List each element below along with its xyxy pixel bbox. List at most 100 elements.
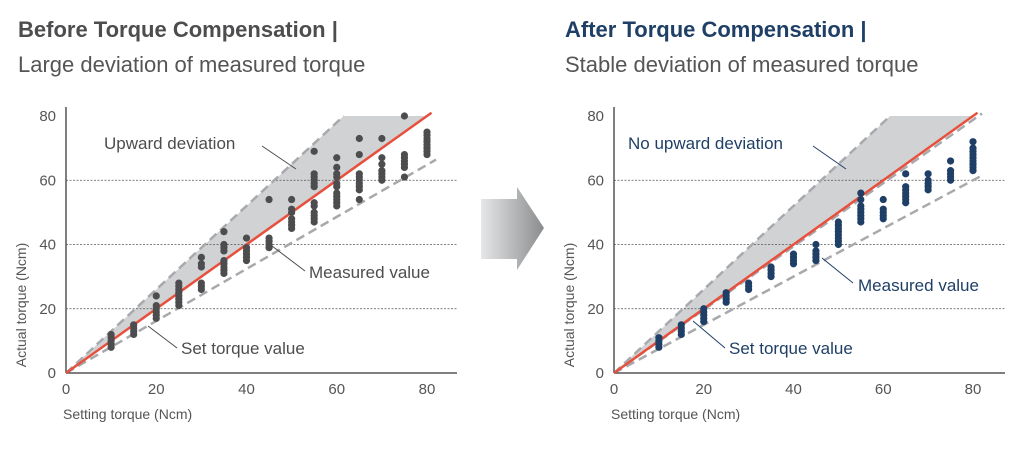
data-point	[333, 179, 341, 188]
data-point	[378, 160, 386, 168]
data-point	[333, 170, 341, 178]
data-point	[355, 170, 363, 178]
data-point	[423, 128, 431, 136]
data-point	[857, 195, 865, 204]
y-tick-label: 40	[587, 237, 604, 254]
x-axis-label: Setting torque (Ncm)	[611, 406, 740, 422]
data-point	[879, 205, 887, 213]
x-tick-label: 40	[238, 381, 255, 398]
data-point	[789, 250, 798, 258]
y-tick-label: 60	[39, 172, 56, 189]
right-arrow-icon	[481, 187, 544, 270]
data-point	[242, 244, 251, 252]
data-point	[265, 234, 273, 242]
data-point	[355, 150, 363, 159]
data-point	[857, 202, 865, 210]
before-title: Before Torque Compensation |	[18, 17, 338, 42]
data-point	[946, 157, 955, 165]
upper-bound-line	[65, 115, 345, 374]
after-subtitle: Stable deviation of measured torque	[565, 52, 919, 77]
data-point	[333, 163, 341, 171]
data-point	[834, 218, 842, 226]
x-tick-label: 20	[148, 381, 165, 398]
measured-value-annotation: Measured value	[858, 276, 979, 295]
x-tick-label: 0	[62, 381, 70, 398]
data-point	[378, 167, 386, 175]
data-point	[655, 334, 663, 342]
data-point	[130, 321, 138, 329]
data-point	[677, 321, 685, 329]
data-point	[310, 208, 318, 216]
set-torque-line	[65, 111, 433, 375]
x-tick-label: 60	[328, 381, 345, 398]
data-point	[378, 134, 386, 143]
data-point	[812, 240, 820, 249]
x-axis-label: Setting torque (Ncm)	[63, 406, 192, 422]
data-point	[220, 228, 228, 236]
data-point	[175, 279, 183, 287]
y-tick-label: 20	[587, 301, 604, 318]
data-point	[333, 154, 341, 162]
y-axis-label: Actual torque (Ncm)	[13, 243, 29, 367]
data-point	[924, 176, 932, 184]
y-axis-label: Actual torque (Ncm)	[561, 243, 577, 367]
data-point	[152, 292, 160, 300]
data-point	[288, 215, 296, 223]
data-point	[152, 301, 160, 310]
leader-line	[692, 320, 726, 349]
data-point	[197, 253, 205, 261]
data-point	[902, 183, 910, 191]
data-point	[242, 234, 251, 242]
data-point	[700, 305, 708, 313]
data-point	[333, 189, 341, 197]
data-point	[310, 170, 318, 178]
upper-bound-line	[613, 115, 892, 374]
data-point	[288, 195, 296, 204]
data-point	[355, 195, 363, 204]
measured-value-annotation: Measured value	[309, 263, 430, 282]
data-point	[107, 330, 115, 339]
x-tick-label: 80	[965, 381, 982, 398]
leader-line	[271, 245, 306, 272]
y-tick-label: 40	[39, 237, 56, 254]
deviation-annotation: No upward deviation	[628, 134, 783, 153]
data-point	[400, 150, 409, 159]
leader-line	[812, 145, 847, 170]
y-tick-label: 0	[596, 365, 604, 382]
data-point	[969, 144, 977, 152]
data-point	[902, 170, 910, 178]
leader-line	[821, 257, 854, 284]
data-point	[220, 256, 228, 265]
data-point	[879, 195, 887, 204]
deviation-annotation: Upward deviation	[104, 134, 235, 153]
x-tick-label: 20	[695, 381, 712, 398]
set-torque-line	[613, 111, 979, 375]
data-point	[400, 112, 409, 120]
set-torque-annotation: Set torque value	[729, 339, 853, 358]
data-point	[924, 170, 932, 178]
data-point	[288, 205, 296, 213]
data-point	[400, 173, 409, 181]
data-point	[220, 240, 228, 249]
y-tick-label: 0	[48, 365, 56, 382]
after-title: After Torque Compensation |	[565, 17, 867, 42]
data-point	[197, 279, 205, 287]
data-point	[946, 167, 955, 175]
before-subtitle: Large deviation of measured torque	[18, 52, 366, 77]
data-point	[722, 289, 730, 297]
x-tick-label: 40	[785, 381, 802, 398]
x-tick-label: 80	[419, 381, 436, 398]
set-torque-annotation: Set torque value	[181, 339, 305, 358]
data-point	[767, 263, 775, 271]
data-point	[265, 195, 273, 204]
data-point	[857, 189, 865, 197]
lower-bound-line	[65, 158, 437, 375]
data-point	[745, 279, 753, 287]
data-point	[310, 199, 318, 207]
y-tick-label: 80	[39, 108, 56, 125]
data-point	[197, 260, 205, 268]
leader-line	[261, 145, 297, 170]
data-point	[355, 134, 363, 143]
data-point	[310, 147, 318, 155]
